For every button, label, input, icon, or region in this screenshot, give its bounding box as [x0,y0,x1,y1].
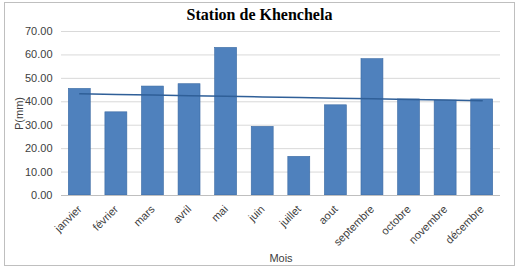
svg-text:10.00: 10.00 [25,166,53,178]
svg-text:février: février [90,203,120,233]
svg-text:mars: mars [131,202,157,228]
svg-text:P(mm): P(mm) [13,97,25,130]
svg-text:40.00: 40.00 [25,95,53,107]
svg-text:novembre: novembre [406,203,449,246]
svg-text:50.00: 50.00 [25,72,53,84]
svg-text:juin: juin [245,203,266,224]
svg-text:janvier: janvier [52,203,84,235]
svg-text:aout: aout [316,203,340,227]
svg-text:décembre: décembre [443,203,486,246]
svg-text:60.00: 60.00 [25,48,53,60]
svg-text:octobre: octobre [379,203,413,237]
svg-text:20.00: 20.00 [25,142,53,154]
svg-text:0.00: 0.00 [31,189,52,201]
html-text:Station de Khenchela: Station de Khenchela [186,6,333,23]
svg-text:70.00: 70.00 [25,25,53,37]
svg-text:septembre: septembre [331,203,376,248]
svg-text:mai: mai [209,203,230,224]
svg-text:30.00: 30.00 [25,119,53,131]
svg-text:juillet: juillet [276,203,303,230]
svg-text:Mois: Mois [269,252,293,264]
svg-text:avril: avril [171,203,194,226]
